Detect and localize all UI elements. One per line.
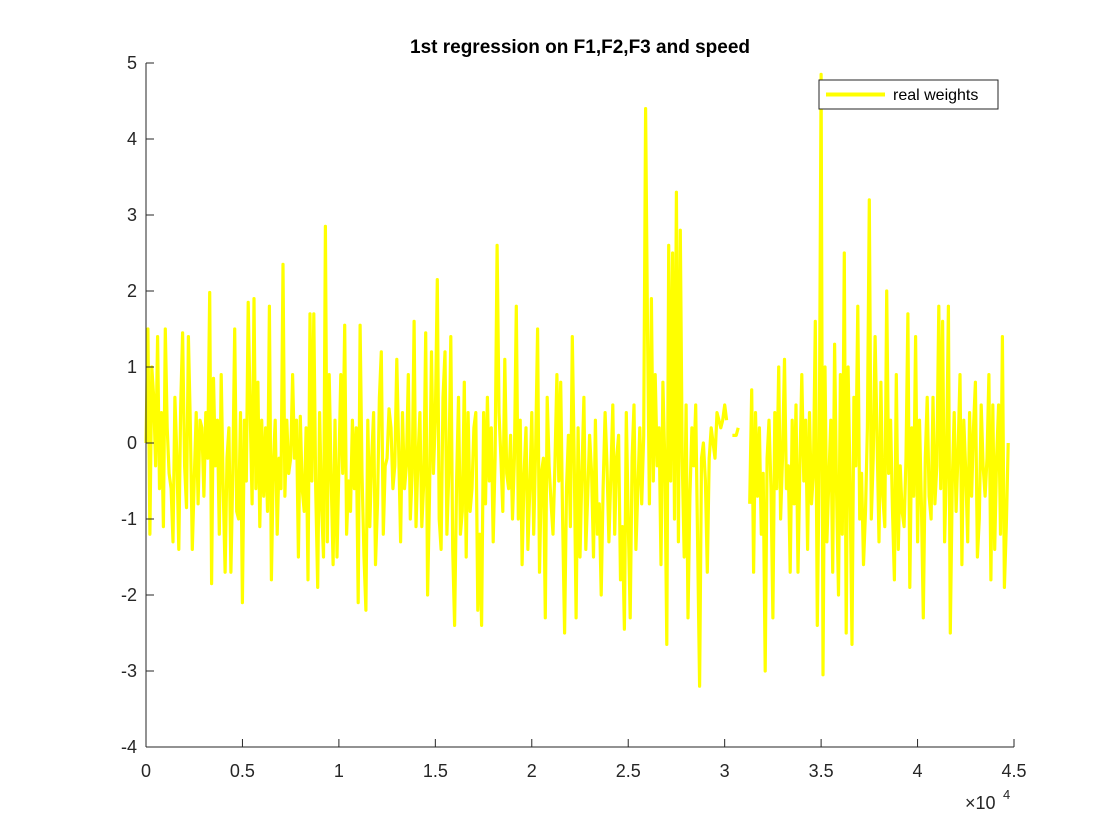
x-tick-label: 3 bbox=[720, 761, 730, 781]
axes: 0 0.5 1 1.5 2 2.5 3 3.5 4 4.5 -4 -3 -2 -1 0 1 2 3 4 5 bbox=[121, 53, 1027, 781]
y-tick-label: -2 bbox=[121, 585, 137, 605]
legend-label-real-weights: real weights bbox=[893, 87, 978, 104]
series-line-real-weights bbox=[748, 72, 1010, 677]
x-exponent-base: ×10 bbox=[965, 793, 996, 813]
y-tick-label: 5 bbox=[127, 53, 137, 73]
x-tick-label: 0 bbox=[141, 761, 151, 781]
x-exponent-power: 4 bbox=[1003, 787, 1010, 802]
x-exponent: ×10 4 bbox=[965, 787, 1010, 813]
series-line-real-weights bbox=[144, 106, 729, 688]
x-tick-label: 3.5 bbox=[809, 761, 834, 781]
y-tick-label: -4 bbox=[121, 737, 137, 757]
series-line-real-weights bbox=[732, 427, 740, 437]
y-tick-label: -3 bbox=[121, 661, 137, 681]
x-tick-label: 4.5 bbox=[1001, 761, 1026, 781]
x-tick-label: 1 bbox=[334, 761, 344, 781]
y-tick-label: -1 bbox=[121, 509, 137, 529]
x-tick-label: 2 bbox=[527, 761, 537, 781]
x-tick-label: 0.5 bbox=[230, 761, 255, 781]
y-tick-label: 0 bbox=[127, 433, 137, 453]
x-tick-label: 4 bbox=[913, 761, 923, 781]
x-tick-label: 2.5 bbox=[616, 761, 641, 781]
x-tick-label: 1.5 bbox=[423, 761, 448, 781]
legend[interactable]: real weights bbox=[818, 79, 999, 110]
y-tick-label: 4 bbox=[127, 129, 137, 149]
plot-area bbox=[144, 72, 1010, 688]
chart-title: 1st regression on F1,F2,F3 and speed bbox=[410, 37, 750, 58]
y-tick-label: 3 bbox=[127, 205, 137, 225]
y-tick-label: 2 bbox=[127, 281, 137, 301]
y-tick-label: 1 bbox=[127, 357, 137, 377]
